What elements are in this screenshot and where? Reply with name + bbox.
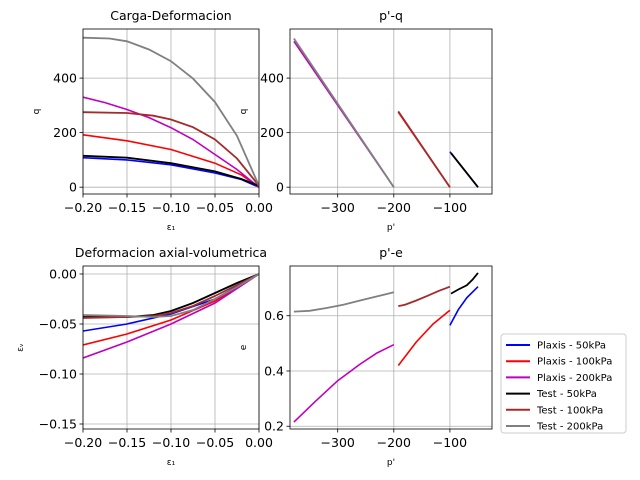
chart-title: Deformacion axial-volumetrica (75, 245, 267, 260)
series-line-test-50kpa (450, 272, 479, 295)
x-tick-label: −0.15 (108, 435, 146, 450)
y-tick-label: 0.00 (49, 267, 77, 282)
subplot-3: −0.20 −0.15 −0.10 −0.05 0.00 −0.15 −0.10 −0.05 0… (16, 245, 273, 468)
y-tick-label: 0 (276, 180, 284, 195)
y-tick-label: 0 (69, 180, 77, 195)
series-line-test-200kpa (83, 36, 259, 187)
legend-entry-label: Plaxis - 100kPa (537, 357, 612, 368)
legend-entry-label: Test - 200kPa (536, 422, 603, 433)
axes-frame (289, 28, 493, 195)
x-axis-label: ε₁ (167, 223, 176, 233)
x-tick-label: −0.15 (108, 200, 146, 215)
x-axis-label: p' (387, 458, 395, 468)
x-tick-label: 0.00 (245, 200, 273, 215)
chart-title: p'-q (379, 8, 403, 23)
series-line-test-100kpa (83, 111, 259, 187)
series-line-plaxis-100kpa (83, 134, 259, 188)
legend-entry-label: Plaxis - 50kPa (537, 341, 606, 352)
chart-title: Carga-Deformacion (110, 8, 231, 23)
x-tick-label: −0.10 (152, 200, 190, 215)
x-tick-label: −100 (433, 200, 467, 215)
y-axis-label: εᵥ (16, 343, 26, 352)
series-line-test-100kpa (397, 110, 451, 188)
series-line-test-100kpa (398, 285, 451, 307)
y-axis-label: q (32, 109, 42, 115)
series-line-plaxis-100kpa (397, 309, 451, 366)
y-axis-label: e (239, 344, 249, 350)
y-tick-label: 400 (53, 71, 77, 86)
y-axis-label: q (239, 109, 249, 115)
x-tick-label: −0.05 (196, 435, 234, 450)
y-tick-label: 0.2 (264, 419, 284, 434)
chart-title: p'-e (379, 245, 403, 260)
y-tick-label: −0.15 (39, 417, 77, 432)
x-tick-label: −0.10 (152, 435, 190, 450)
series-line-plaxis-50kpa (449, 286, 479, 326)
series-line-plaxis-200kpa (293, 343, 395, 423)
x-tick-label: −200 (377, 200, 411, 215)
y-tick-label: −0.05 (39, 317, 77, 332)
y-tick-label: 400 (260, 71, 284, 86)
legend-entry-label: Plaxis - 200kPa (537, 373, 612, 384)
legend-entry-label: Test - 50kPa (536, 389, 597, 400)
series-line-test-50kpa (450, 152, 479, 188)
x-axis-label: ε₁ (167, 458, 176, 468)
legend: Plaxis - 50kPa Plaxis - 100kPa Plaxis - 20… (500, 333, 627, 434)
y-tick-label: 0.4 (264, 363, 284, 378)
subplot-4: −300 −200 −100 0.2 0.4 0.6 p'-e p' e (239, 245, 493, 468)
y-tick-label: 0.6 (264, 308, 284, 323)
x-tick-label: −100 (433, 435, 467, 450)
series-line-test-200kpa (83, 273, 259, 318)
x-tick-label: −200 (377, 435, 411, 450)
y-tick-label: 200 (260, 125, 284, 140)
x-tick-label: −0.20 (64, 435, 102, 450)
subplot-1: −0.20 −0.15 −0.10 −0.05 0.00 0 200 400 Carga-Def… (32, 8, 273, 233)
subplot-2: −300 −200 −100 0 200 400 p'-q p' q (239, 8, 493, 233)
x-tick-label: −300 (321, 435, 355, 450)
legend-box (500, 333, 627, 434)
series-line-test-200kpa (293, 291, 395, 313)
series-line-plaxis-200kpa (83, 96, 259, 188)
x-tick-label: −0.05 (196, 200, 234, 215)
series-line-test-200kpa (293, 37, 395, 188)
legend-entry-label: Test - 100kPa (536, 405, 603, 416)
y-tick-label: −0.10 (39, 367, 77, 382)
x-tick-label: 0.00 (245, 435, 273, 450)
series-line-plaxis-200kpa (83, 273, 259, 359)
axes-frame (289, 265, 493, 430)
y-tick-label: 200 (53, 125, 77, 140)
series-line-test-50kpa (83, 154, 259, 187)
x-tick-label: −300 (321, 200, 355, 215)
x-tick-label: −0.20 (64, 200, 102, 215)
x-axis-label: p' (387, 223, 395, 233)
